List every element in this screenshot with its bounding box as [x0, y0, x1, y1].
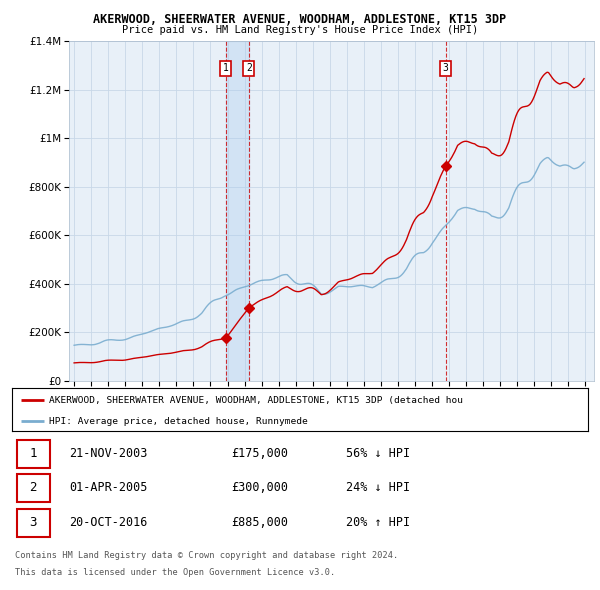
Text: 2: 2: [29, 481, 37, 494]
Text: HPI: Average price, detached house, Runnymede: HPI: Average price, detached house, Runn…: [49, 417, 308, 426]
Text: This data is licensed under the Open Government Licence v3.0.: This data is licensed under the Open Gov…: [15, 568, 335, 577]
Text: AKERWOOD, SHEERWATER AVENUE, WOODHAM, ADDLESTONE, KT15 3DP: AKERWOOD, SHEERWATER AVENUE, WOODHAM, AD…: [94, 13, 506, 26]
FancyBboxPatch shape: [17, 440, 50, 468]
Text: 1: 1: [223, 64, 229, 73]
Text: £175,000: £175,000: [231, 447, 288, 460]
Text: 56% ↓ HPI: 56% ↓ HPI: [346, 447, 410, 460]
Text: £885,000: £885,000: [231, 516, 288, 529]
Text: 21-NOV-2003: 21-NOV-2003: [70, 447, 148, 460]
Text: 3: 3: [29, 516, 37, 529]
Text: Contains HM Land Registry data © Crown copyright and database right 2024.: Contains HM Land Registry data © Crown c…: [15, 550, 398, 559]
FancyBboxPatch shape: [17, 474, 50, 502]
Text: 20% ↑ HPI: 20% ↑ HPI: [346, 516, 410, 529]
Text: 20-OCT-2016: 20-OCT-2016: [70, 516, 148, 529]
Text: 2: 2: [246, 64, 252, 73]
Text: Price paid vs. HM Land Registry's House Price Index (HPI): Price paid vs. HM Land Registry's House …: [122, 25, 478, 35]
Text: 24% ↓ HPI: 24% ↓ HPI: [346, 481, 410, 494]
Text: 01-APR-2005: 01-APR-2005: [70, 481, 148, 494]
FancyBboxPatch shape: [17, 509, 50, 537]
Bar: [226, 41, 249, 381]
Text: 3: 3: [443, 64, 449, 73]
Text: 1: 1: [29, 447, 37, 460]
Text: AKERWOOD, SHEERWATER AVENUE, WOODHAM, ADDLESTONE, KT15 3DP (detached hou: AKERWOOD, SHEERWATER AVENUE, WOODHAM, AD…: [49, 396, 463, 405]
Text: £300,000: £300,000: [231, 481, 288, 494]
